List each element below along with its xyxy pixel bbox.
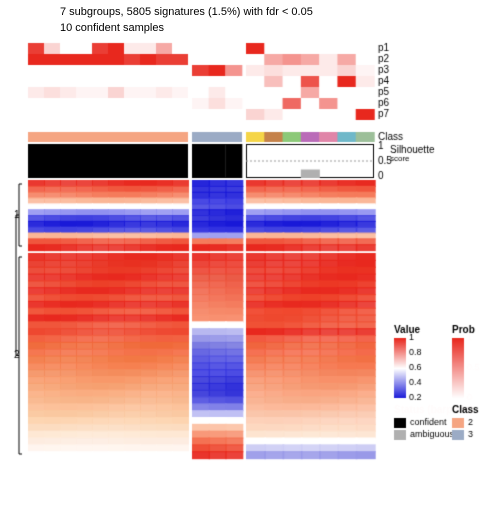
title-line-1: 7 subgroups, 5805 signatures (1.5%) with… [60,6,313,18]
title-line-2: 10 confident samples [60,22,164,34]
heatmap-figure [0,0,504,504]
